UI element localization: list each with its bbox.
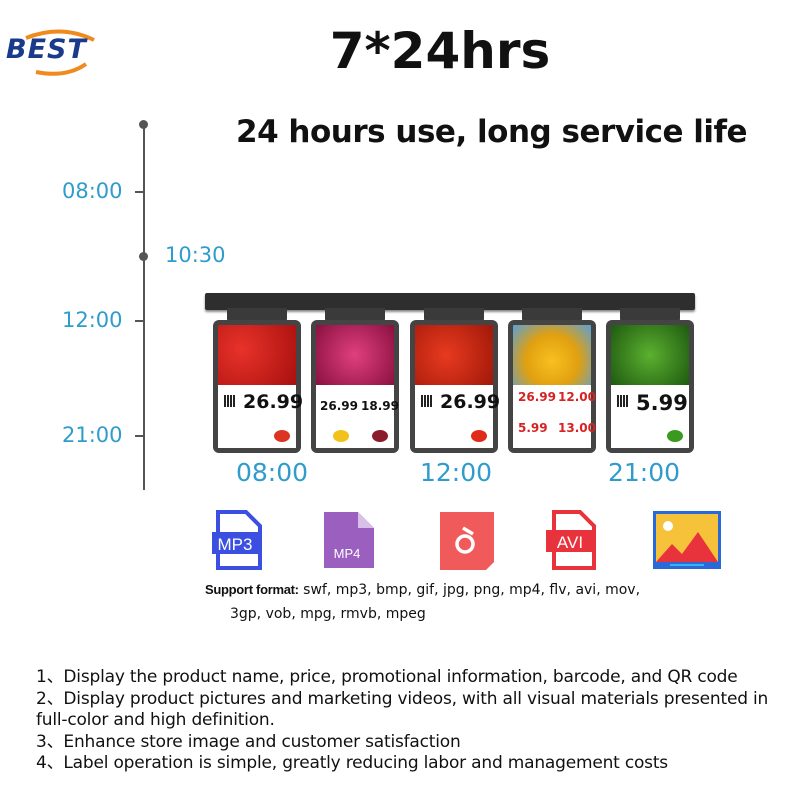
tomato-image xyxy=(415,325,493,385)
strawberry-image xyxy=(218,325,296,385)
esl-screen-strawberry: 26.99 xyxy=(213,320,304,453)
price: 12.00 xyxy=(558,390,596,404)
mp4-file-icon: MP4 xyxy=(324,512,374,568)
page-subtitle: 24 hours use, long service life xyxy=(236,114,748,150)
support-format-list: swf, mp3, bmp, gif, jpg, png, mp4, flv, … xyxy=(303,582,641,598)
esl-screen-tomato: 26.99 xyxy=(410,320,501,453)
logo-text: BEST xyxy=(6,34,87,65)
timeline-label: 12:00 xyxy=(62,308,123,332)
timeline-start-dot xyxy=(139,120,148,129)
screen-clip xyxy=(424,308,484,322)
lemon-image xyxy=(513,325,591,385)
image-file-icon xyxy=(653,511,721,569)
qr-code xyxy=(224,395,236,407)
timeline-tick xyxy=(135,320,144,322)
support-format-list-2: 3gp, vob, mpg, rmvb, mpeg xyxy=(230,606,426,622)
timeline-tick xyxy=(135,191,144,193)
feature-item: 2、Display product pictures and marketing… xyxy=(36,688,769,731)
timeline-tick xyxy=(135,435,144,437)
feature-item: 1、Display the product name, price, promo… xyxy=(36,667,738,687)
feature-item: 4、Label operation is simple, greatly red… xyxy=(36,753,668,773)
feature-list: 1、Display the product name, price, promo… xyxy=(36,667,786,775)
screen-clip xyxy=(227,308,287,322)
broccoli-image xyxy=(611,325,689,385)
page-title: 7*24hrs xyxy=(329,22,551,80)
esl-screen-broccoli: 5.99 xyxy=(606,320,694,453)
shelf-rail xyxy=(205,293,695,310)
avi-file-icon: AVI xyxy=(546,510,596,570)
qr-code xyxy=(617,395,629,407)
timeline-label: 21:00 xyxy=(62,423,123,447)
mp4-label: MP4 xyxy=(334,546,361,561)
price: 26.99 xyxy=(320,399,358,413)
screen-time-label: 12:00 xyxy=(420,458,493,487)
screen-time-label: 08:00 xyxy=(236,458,309,487)
timeline-label: 10:30 xyxy=(165,243,226,267)
screen-time-label: 21:00 xyxy=(608,458,681,487)
support-formats: Support format: swf, mp3, bmp, gif, jpg,… xyxy=(205,578,765,626)
price: 26.99 xyxy=(243,391,304,413)
logo-swoosh-icon xyxy=(25,29,95,76)
price: 5.99 xyxy=(636,391,688,415)
price: 13.00 xyxy=(558,421,596,435)
timeline-label: 08:00 xyxy=(62,179,123,203)
price: 26.99 xyxy=(518,390,556,404)
support-format-label: Support format: xyxy=(205,582,299,597)
avi-label: AVI xyxy=(557,533,583,552)
feature-item: 3、Enhance store image and customer satis… xyxy=(36,731,461,752)
mp3-file-icon: MP3 xyxy=(212,510,262,570)
esl-screen-lemon: 26.99 12.00 5.99 13.00 xyxy=(508,320,596,453)
brand-logo: BEST xyxy=(6,28,101,78)
music-file-icon xyxy=(440,512,494,570)
dragonfruit-image xyxy=(316,325,394,385)
price: 5.99 xyxy=(518,421,548,435)
price: 18.99 xyxy=(361,399,399,413)
qr-code xyxy=(421,395,433,407)
price: 26.99 xyxy=(440,391,501,413)
screen-clip xyxy=(620,308,680,322)
timeline-dot-1030 xyxy=(139,252,148,261)
screen-clip xyxy=(522,308,582,322)
esl-screen-dragonfruit: 26.99 18.99 xyxy=(311,320,399,453)
screen-clip xyxy=(325,308,385,322)
mp3-label: MP3 xyxy=(218,535,253,554)
timeline-axis xyxy=(143,124,145,490)
